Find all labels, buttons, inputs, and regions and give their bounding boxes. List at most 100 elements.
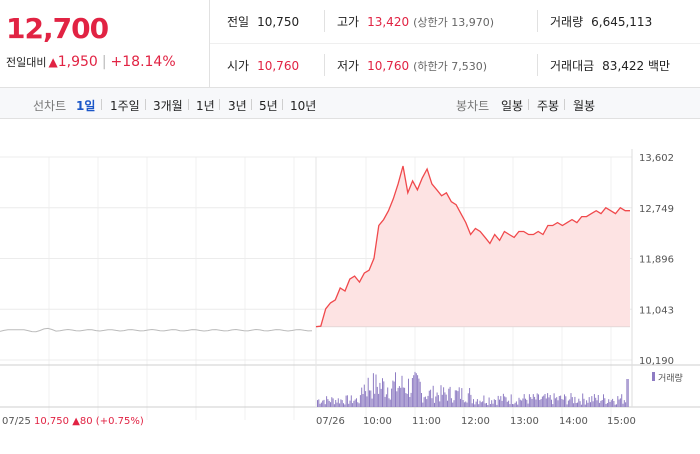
volume-bar [436,392,438,407]
volume-bar [391,388,393,407]
volume-bar [444,392,446,407]
volume-bar [458,387,460,407]
prev-day-note: 07/25 10,750 ▲80 (+0.75%) [2,416,144,427]
period-5y[interactable]: 5년 [259,99,278,113]
volume-bar [423,397,425,407]
volume-bar [469,388,471,407]
candle-chart-label: 봉차트 [456,99,490,113]
volume-bar [554,398,556,407]
volume-bar [375,374,377,407]
volume-bar [496,404,498,407]
period-1w[interactable]: 1주일 [110,99,140,113]
volume-bar [395,372,396,407]
volume-bar [575,403,577,407]
volume-bar [363,384,365,407]
volume-bar [497,395,499,407]
period-1d[interactable]: 1일 [76,99,96,113]
y-tick-label: 11,896 [639,255,674,266]
volume-bar [536,393,538,407]
change-value: 1,950 [57,54,98,70]
stat-prev-close: 전일 10,750 [227,15,300,29]
volume-bar [474,404,476,407]
volume-bar [526,399,528,407]
volume-bar [366,396,368,407]
volume-bar [578,398,580,407]
volume-bar [538,394,539,407]
period-3y[interactable]: 3년 [228,99,247,113]
volume-bar [600,400,602,407]
volume-bar [340,399,342,407]
period-3m[interactable]: 3개월 [153,99,183,113]
volume-bar [322,400,324,407]
volume-bar [332,398,334,407]
volume-bar [389,399,391,407]
volume-bar [495,400,497,407]
volume-bar [335,400,337,407]
period-1y[interactable]: 1년 [196,99,215,113]
volume-bar [434,402,435,407]
volume-bar [387,387,389,407]
volume-bar [556,397,558,407]
volume-bar [396,391,398,407]
volume-bar [601,400,603,407]
volume-bar [513,404,515,407]
volume-bar [361,387,363,407]
volume-bar [501,400,503,407]
volume-bar [508,400,510,407]
volume-bar [561,399,563,407]
period-10y[interactable]: 10년 [290,99,317,113]
volume-bar [567,400,569,407]
volume-bar [603,394,604,407]
volume-bar [534,396,536,407]
volume-bar [397,387,399,407]
volume-bar [457,391,459,407]
stats-row-1: 전일 10,750 고가 13,420 (상한가 13,970) 거래량 6,645,1… [210,0,700,44]
candle-daily[interactable]: 일봉 [501,99,524,113]
volume-bar [382,378,383,407]
quote-stats: 전일 10,750 고가 13,420 (상한가 13,970) 거래량 6,645,1… [210,0,700,87]
volume-bar [461,388,463,407]
volume-bar [574,396,576,407]
price-box: 12,700 전일대비 ▲1,950 | +18.14% [0,0,210,87]
volume-bar [532,394,534,407]
volume-bar [462,400,464,407]
volume-bar [330,402,331,407]
volume-bar [432,385,434,407]
volume-bar [402,387,404,407]
volume-bar [448,388,450,407]
volume-bar [456,390,458,407]
y-tick-label: 11,043 [639,305,674,316]
volume-bar [452,402,454,407]
volume-bar [491,400,493,407]
volume-bar [512,404,513,407]
volume-bar [613,401,615,407]
volume-bar [604,398,606,407]
volume-bar [621,394,623,407]
volume-bar [518,397,520,407]
volume-bar [566,404,568,407]
volume-bar [521,400,523,407]
volume-bar [343,403,344,407]
volume-bar [580,404,582,407]
volume-bar [479,400,481,407]
volume-bar [592,401,594,407]
volume-bar [540,399,542,407]
volume-bar [473,399,474,407]
volume-bar [336,402,338,407]
x-tick-label: 14:00 [559,416,588,427]
candle-monthly[interactable]: 월봉 [573,99,596,113]
volume-bar [587,402,589,407]
volume-bar [365,391,367,407]
price-chart-svg: 13,602 12,749 11,896 11,043 10,190 07/26 10:0… [0,149,700,427]
volume-bar [626,379,628,407]
volume-bar [577,402,578,407]
volume-bar [560,395,562,407]
volume-bar [356,398,357,407]
volume-bar [616,404,617,407]
volume-bar [519,399,521,407]
chart-period-toolbar: 선차트 1일 1주일 3개월 1년 3년 5년 10년 봉차트 일봉 주봉 월봉 [0,88,700,119]
x-tick-label: 12:00 [461,416,490,427]
volume-bar [562,399,564,407]
candle-weekly[interactable]: 주봉 [537,99,560,113]
volume-bar [393,381,395,407]
